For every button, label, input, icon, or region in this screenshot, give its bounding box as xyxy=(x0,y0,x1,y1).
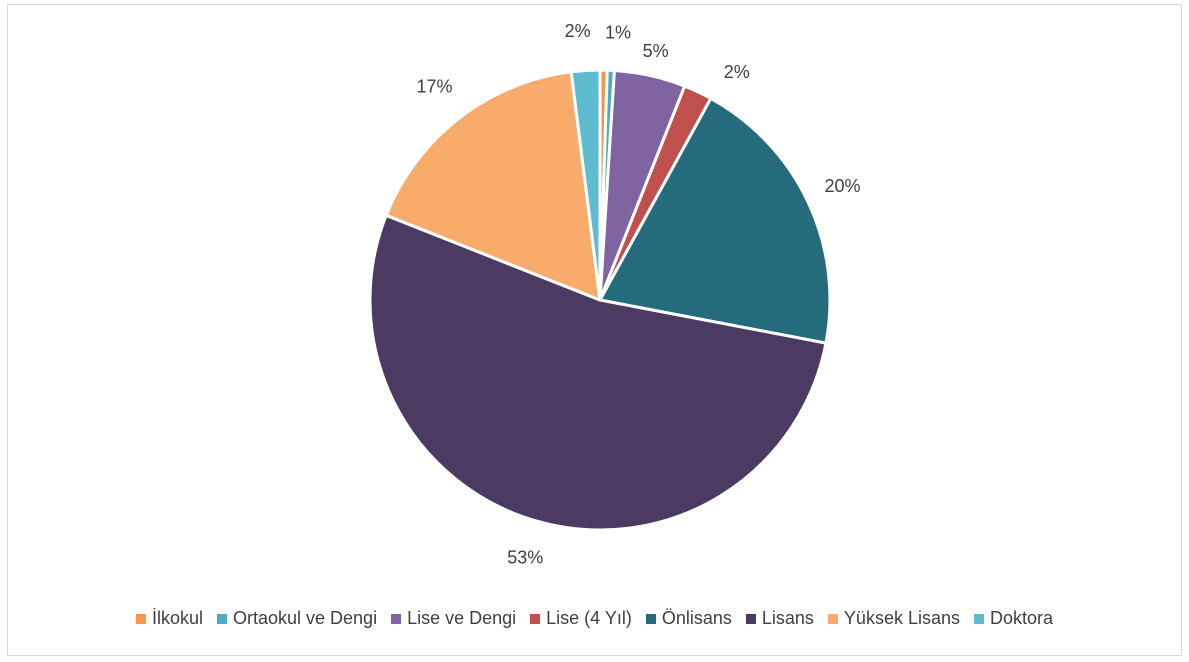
legend-swatch xyxy=(391,613,402,624)
legend-item: Lise ve Dengi xyxy=(391,608,516,629)
legend-label: Doktora xyxy=(989,608,1054,628)
legend-label: Lise ve Dengi xyxy=(407,608,517,628)
legend-swatch xyxy=(645,613,656,624)
data-label-6: 53% xyxy=(507,547,543,567)
pie-slice-8 xyxy=(569,68,602,302)
legend-item: Lisans xyxy=(745,608,814,629)
legend-swatch xyxy=(745,613,756,624)
data-label-8: 2% xyxy=(565,21,591,41)
data-label-5: 20% xyxy=(824,176,860,196)
legend-label: Önlisans xyxy=(661,608,732,628)
legend-label: Yüksek Lisans xyxy=(843,608,960,628)
legend-swatch xyxy=(827,613,838,624)
pie-slice-6 xyxy=(368,213,828,532)
legend-swatch xyxy=(530,613,541,624)
pie-slice-7 xyxy=(384,70,602,302)
legend-swatch xyxy=(217,613,227,624)
data-label-7: 17% xyxy=(416,77,452,97)
pie-slice-5 xyxy=(598,96,832,345)
data-label-4: 2% xyxy=(724,62,750,82)
legend-item: İlkokul xyxy=(135,608,203,629)
data-label-2: 1% xyxy=(605,23,631,43)
legend-label: Ortaokul ve Dengi xyxy=(233,608,378,628)
legend-label: Lisans xyxy=(761,608,814,628)
legend-item: Yüksek Lisans xyxy=(827,608,960,629)
legend-swatch xyxy=(973,613,984,624)
legend-item: Doktora xyxy=(973,608,1054,629)
legend-label: İlkokul xyxy=(151,608,203,628)
chart-legend: İlkokul Ortaokul ve Dengi Lise ve Dengi Lis… xyxy=(0,608,1189,629)
legend-label: Lise (4 Yıl) xyxy=(546,608,632,628)
legend-item: Önlisans xyxy=(645,608,732,629)
legend-swatch xyxy=(135,613,146,624)
legend-item: Ortaokul ve Dengi xyxy=(217,608,377,629)
data-label-3: 5% xyxy=(643,41,669,61)
legend-item: Lise (4 Yıl) xyxy=(530,608,632,629)
